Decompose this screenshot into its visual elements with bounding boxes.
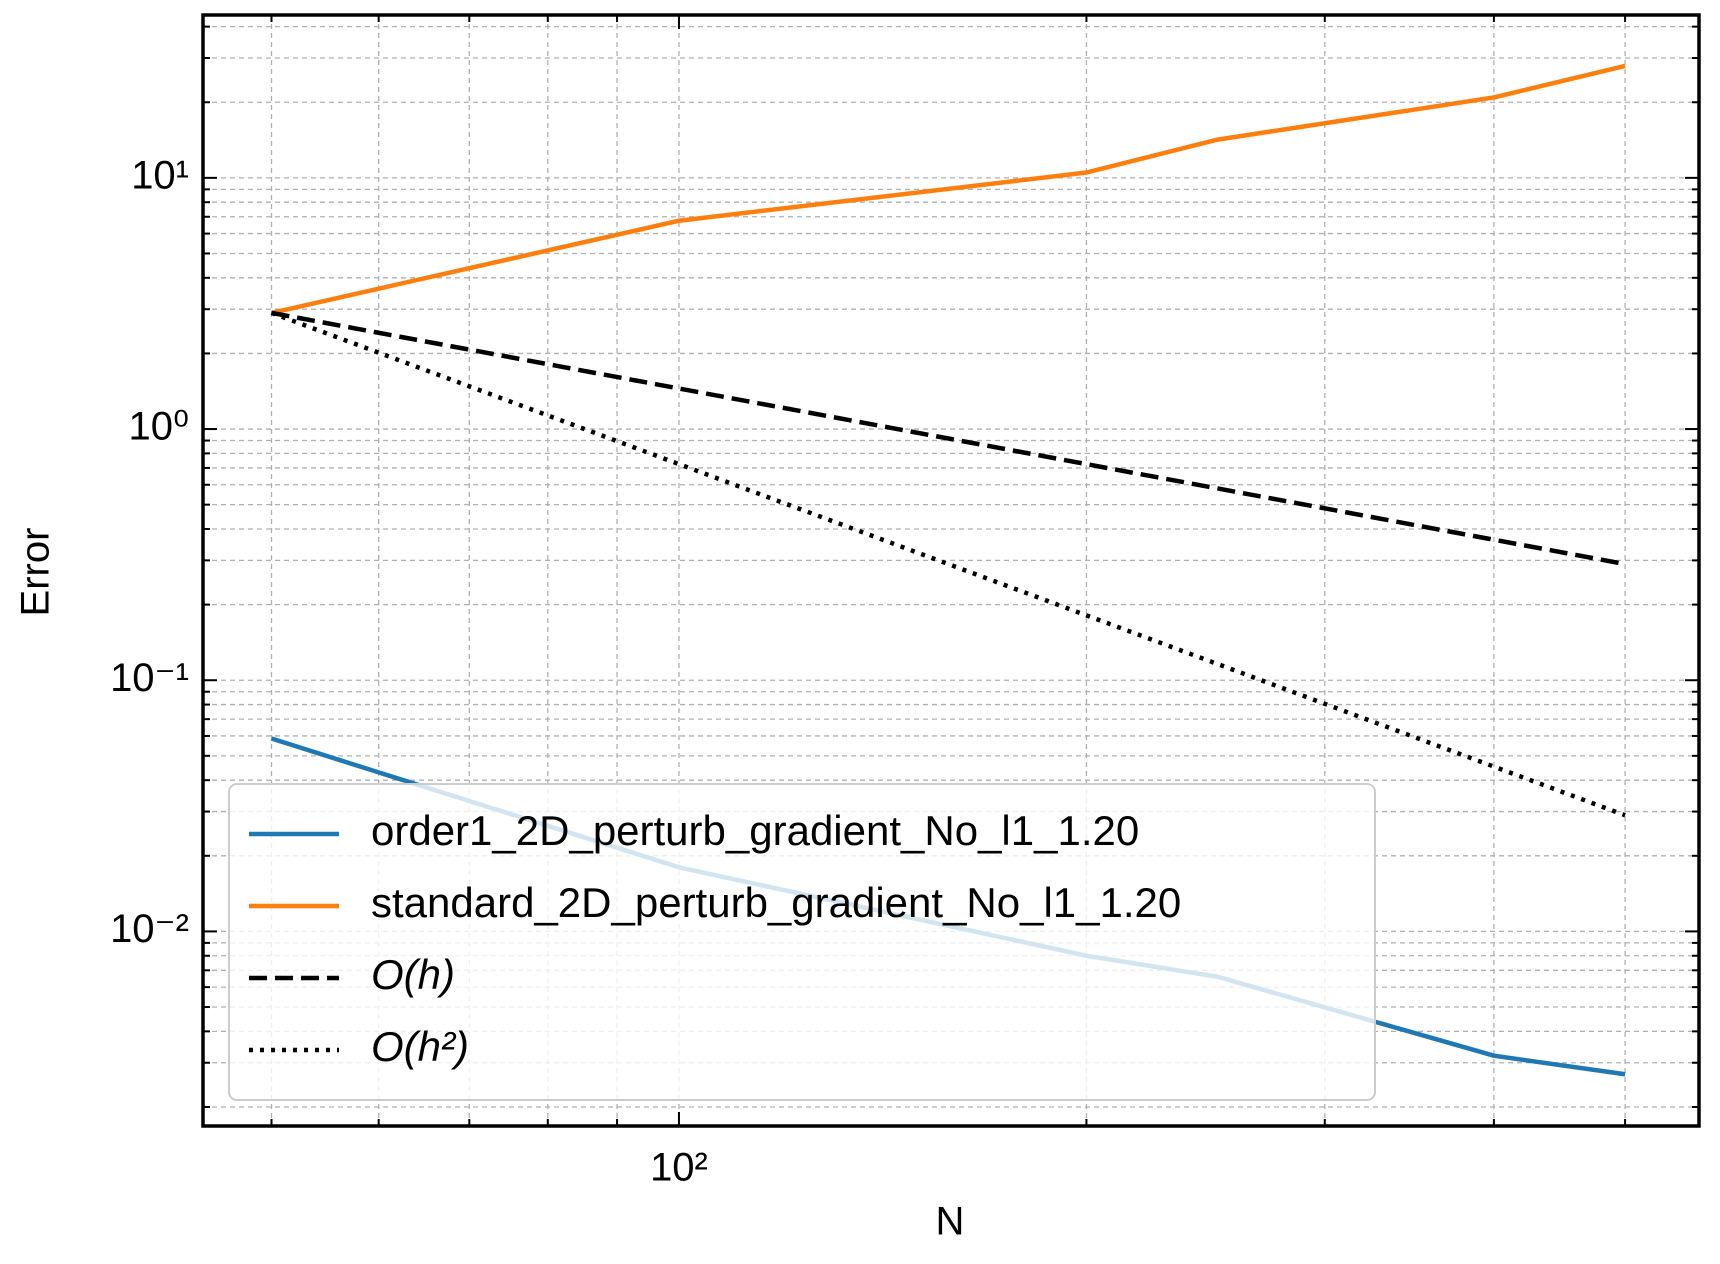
series-line [271,63,1626,316]
series-line [271,310,1626,567]
legend: order1_2D_perturb_gradient_No_l1_1.20sta… [228,783,1376,1101]
legend-label: standard_2D_perturb_gradient_No_l1_1.20 [371,879,1181,926]
y-axis-label: Error [14,528,58,617]
legend-label: O(h²) [371,1023,469,1070]
legend-label: order1_2D_perturb_gradient_No_l1_1.20 [371,807,1139,854]
plot-frame [201,13,1701,1128]
x-axis-label: N [936,1200,965,1244]
legend-label: O(h) [371,951,455,998]
legend-box [228,783,1376,1101]
series-line [270,310,1626,818]
y-tick-label: 10⁻² [110,907,189,951]
x-tick-label: 10² [650,1146,708,1190]
y-tick-label: 10⁰ [128,405,189,449]
y-tick-label: 10¹ [131,153,189,197]
y-tick-label: 10⁻¹ [110,656,189,700]
